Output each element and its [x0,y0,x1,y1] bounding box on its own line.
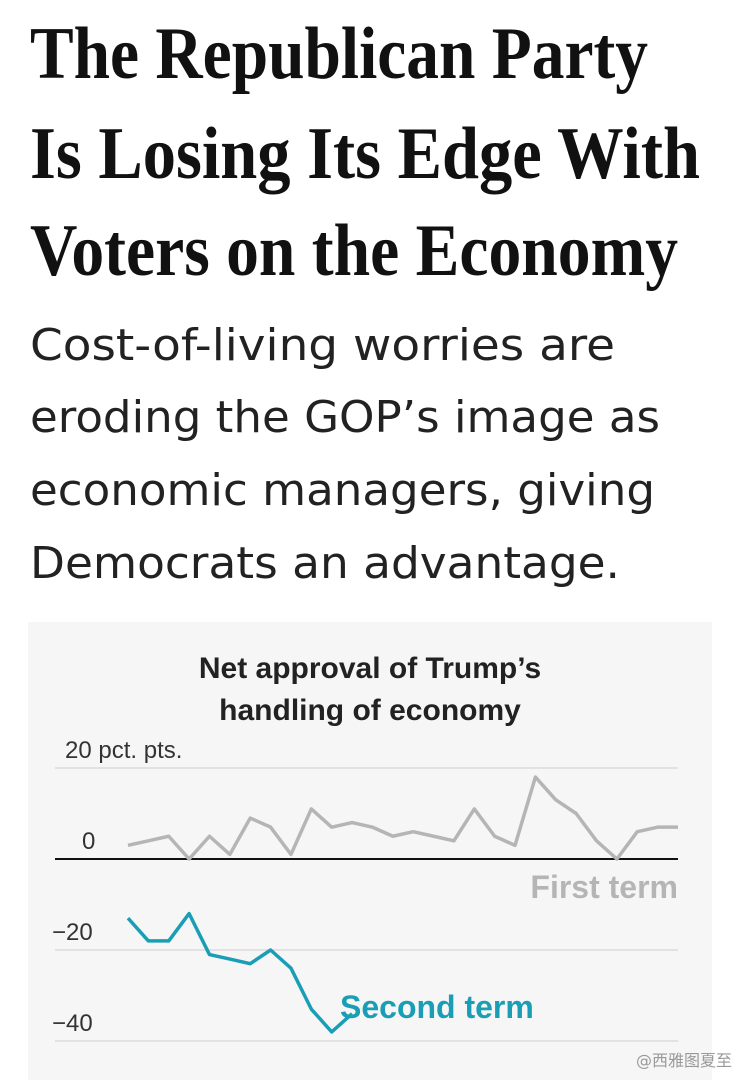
y-tick-label: 0 [82,828,95,855]
y-tick-label: −20 [52,919,93,946]
headline-line: Voters on the Economy [30,210,678,292]
watermark: @西雅图夏至 [636,1051,732,1070]
chart-title: Net approval of Trump’s [199,652,541,685]
series-label: First term [530,869,678,905]
dek-line: economic managers, giving [30,465,655,516]
chart-panel [28,622,712,1080]
chart-title: handling of economy [219,694,521,727]
dek-line: Cost-of-living worries are [30,320,615,371]
dek-line: eroding the GOP’s image as [30,392,660,443]
series-line [126,911,354,1034]
headline-line: Is Losing Its Edge With [30,113,700,195]
y-tick-label: −40 [52,1010,93,1037]
series-label: Second term [340,989,534,1025]
dek-line: Democrats an advantage. [30,538,620,589]
y-tick-label: 20 pct. pts. [65,737,182,764]
series-line [127,775,678,861]
headline-line: The Republican Party [30,13,648,95]
